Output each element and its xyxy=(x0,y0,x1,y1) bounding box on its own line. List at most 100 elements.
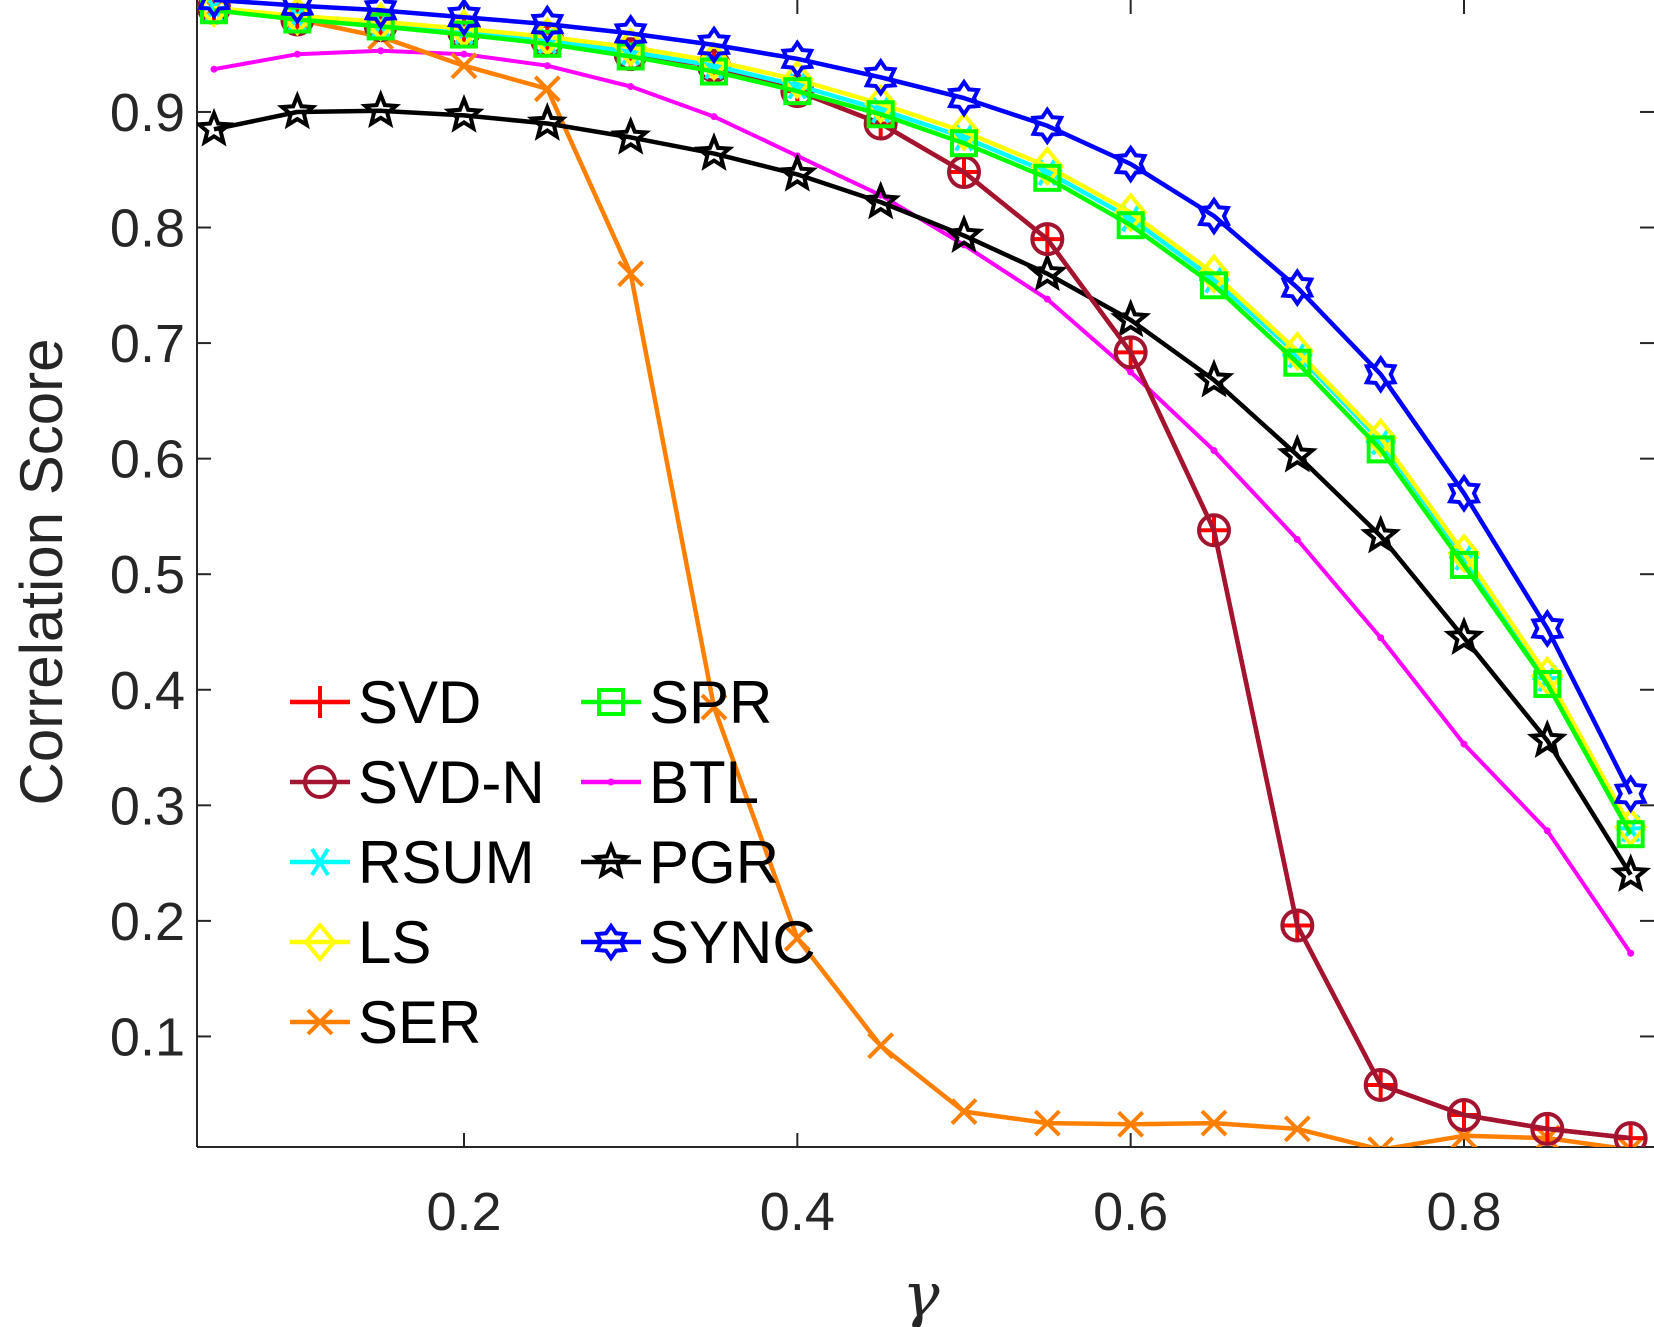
data-point-spr xyxy=(1616,820,1645,849)
data-point-ser xyxy=(1033,1109,1061,1137)
data-point-btl xyxy=(1043,295,1051,303)
data-point-sync xyxy=(1613,774,1648,814)
data-point-ser xyxy=(867,1032,895,1060)
data-point-ser xyxy=(617,260,645,288)
data-point-sync xyxy=(863,57,898,97)
legend-marker-svd-n xyxy=(303,765,337,799)
legend-label-btl: BTL xyxy=(649,749,759,816)
data-point-sync xyxy=(530,4,565,44)
y-tick-label: 0.1 xyxy=(110,1007,185,1067)
data-point-sync xyxy=(1030,106,1065,146)
data-point-pgr xyxy=(860,180,902,220)
series-svd xyxy=(198,0,1647,1147)
legend-entry-rsum: RSUM xyxy=(290,829,535,896)
data-point-sync xyxy=(363,0,398,30)
legend: SVD SVD-N RSUM LS SER SPR BTL PGR SYNC xyxy=(290,669,816,1056)
data-point-pgr xyxy=(1110,298,1152,338)
data-point-ls xyxy=(1114,192,1148,233)
data-point-spr xyxy=(866,100,895,129)
data-point-svd-n xyxy=(1447,1098,1481,1133)
series-ser xyxy=(200,0,1645,1147)
series-svd-n xyxy=(197,0,1648,1147)
legend-label-svd-n: SVD-N xyxy=(358,749,545,816)
data-point-ser xyxy=(1617,1136,1645,1147)
data-point-btl xyxy=(460,50,468,58)
series-spr xyxy=(200,0,1645,849)
data-point-pgr xyxy=(610,115,652,155)
legend-entry-ls: LS xyxy=(290,909,431,976)
data-point-btl xyxy=(377,47,385,55)
legend-marker-rsum xyxy=(305,847,335,877)
data-point-spr xyxy=(1283,348,1312,377)
legend-label-spr: SPR xyxy=(649,669,772,736)
data-point-btl xyxy=(710,113,718,121)
data-point-pgr xyxy=(943,214,985,253)
series-line-ser xyxy=(213,5,1628,1147)
data-point-svd-n xyxy=(1363,1067,1398,1102)
legend-entry-svd-n: SVD-N xyxy=(290,749,545,816)
y-tick-label: 0.3 xyxy=(110,776,185,836)
legend-label-ls: LS xyxy=(358,909,431,976)
data-point-btl xyxy=(1627,949,1635,957)
data-point-spr xyxy=(533,29,562,58)
data-point-pgr xyxy=(776,152,818,192)
legend-label-svd: SVD xyxy=(358,669,481,736)
data-point-sync xyxy=(696,25,732,65)
data-point-ls xyxy=(864,83,898,125)
data-point-pgr xyxy=(693,132,735,171)
series-line-sync xyxy=(213,0,1633,795)
data-point-pgr xyxy=(276,90,318,130)
data-point-pgr xyxy=(1026,252,1068,292)
data-point-ls xyxy=(780,59,814,100)
legend-marker-sync xyxy=(594,922,628,962)
legend-label-sync: SYNC xyxy=(649,909,816,976)
data-point-sync xyxy=(280,0,315,26)
data-point-svd-n xyxy=(1280,908,1315,943)
legend-entry-spr: SPR xyxy=(581,669,772,736)
data-point-btl xyxy=(210,65,218,73)
data-point-sync xyxy=(613,13,648,53)
data-point-svd-n xyxy=(1613,1121,1648,1147)
x-axis-label: γ xyxy=(902,1258,940,1327)
legend-entry-sync: SYNC xyxy=(581,909,816,976)
data-point-ls xyxy=(947,111,981,152)
data-point-ser xyxy=(1283,1115,1311,1143)
legend-marker-ls xyxy=(303,921,337,963)
data-point-spr xyxy=(450,20,478,49)
data-point-spr xyxy=(366,12,395,41)
data-point-spr xyxy=(783,77,812,106)
data-point-sync xyxy=(947,78,981,118)
legend-marker-ser xyxy=(306,1008,334,1036)
data-point-ser xyxy=(1200,1109,1228,1137)
data-point-btl xyxy=(1293,536,1301,544)
data-point-btl xyxy=(1127,368,1135,376)
data-point-spr xyxy=(1116,211,1145,240)
data-point-btl xyxy=(543,62,551,70)
data-point-ser xyxy=(533,75,561,103)
data-point-sync xyxy=(1447,473,1481,513)
legend-label-ser: SER xyxy=(358,989,481,1056)
series-layer xyxy=(197,0,1652,1147)
axes: 0.1 0.2 0.3 0.4 0.5 0.6 0.7 0.8 0.9 0.2 0.4 0.6 0.8 γ… xyxy=(8,0,1654,1327)
y-tick-label: 0.4 xyxy=(110,661,185,721)
series-pgr xyxy=(197,89,1652,892)
data-point-sync xyxy=(1196,196,1232,236)
data-point-pgr xyxy=(1193,358,1235,398)
data-point-ls xyxy=(1280,331,1314,372)
x-tick-label: 0.6 xyxy=(1093,1182,1168,1242)
data-point-pgr xyxy=(1610,853,1652,892)
y-tick-label: 0.6 xyxy=(110,430,185,490)
y-tick-label: 0.8 xyxy=(110,199,185,259)
legend-marker-pgr xyxy=(590,840,632,880)
data-point-spr xyxy=(1200,271,1228,300)
legend-entry-ser: SER xyxy=(290,989,481,1056)
x-tick-label: 0.4 xyxy=(760,1182,835,1242)
data-point-spr xyxy=(1533,669,1562,698)
data-point-sync xyxy=(780,39,815,79)
data-point-sync xyxy=(1280,268,1315,308)
data-point-ls xyxy=(1197,253,1231,294)
data-point-spr xyxy=(950,129,978,158)
data-point-pgr xyxy=(1276,433,1318,473)
data-point-ser xyxy=(783,924,811,952)
y-tick-label: 0.5 xyxy=(110,545,185,605)
